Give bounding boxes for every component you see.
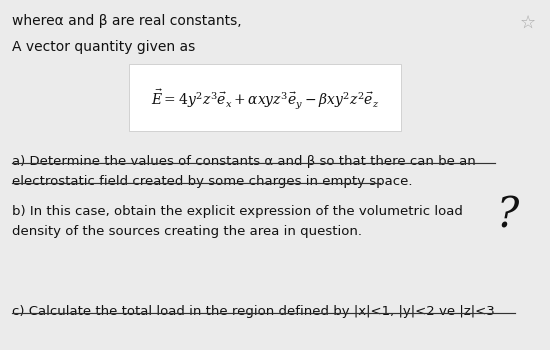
Text: b) In this case, obtain the explicit expression of the volumetric load: b) In this case, obtain the explicit exp… xyxy=(12,205,463,218)
Text: ?: ? xyxy=(497,194,519,236)
FancyBboxPatch shape xyxy=(129,64,401,131)
Text: density of the sources creating the area in question.: density of the sources creating the area… xyxy=(12,225,362,238)
Text: c) Calculate the total load in the region defined by |x|<1, |y|<2 ve |z|<3: c) Calculate the total load in the regio… xyxy=(12,305,495,318)
Text: a) Determine the values of constants α and β so that there can be an: a) Determine the values of constants α a… xyxy=(12,155,476,168)
Text: electrostatic field created by some charges in empty space.: electrostatic field created by some char… xyxy=(12,175,412,188)
Text: whereα and β are real constants,: whereα and β are real constants, xyxy=(12,14,241,28)
Text: ☆: ☆ xyxy=(520,14,536,32)
Text: $\vec{E} = 4y^2z^3\vec{e}_x + \alpha xyz^3\vec{e}_y - \beta xy^2z^2\vec{e}_z$: $\vec{E} = 4y^2z^3\vec{e}_x + \alpha xyz… xyxy=(151,88,380,112)
Text: A vector quantity given as: A vector quantity given as xyxy=(12,40,195,54)
